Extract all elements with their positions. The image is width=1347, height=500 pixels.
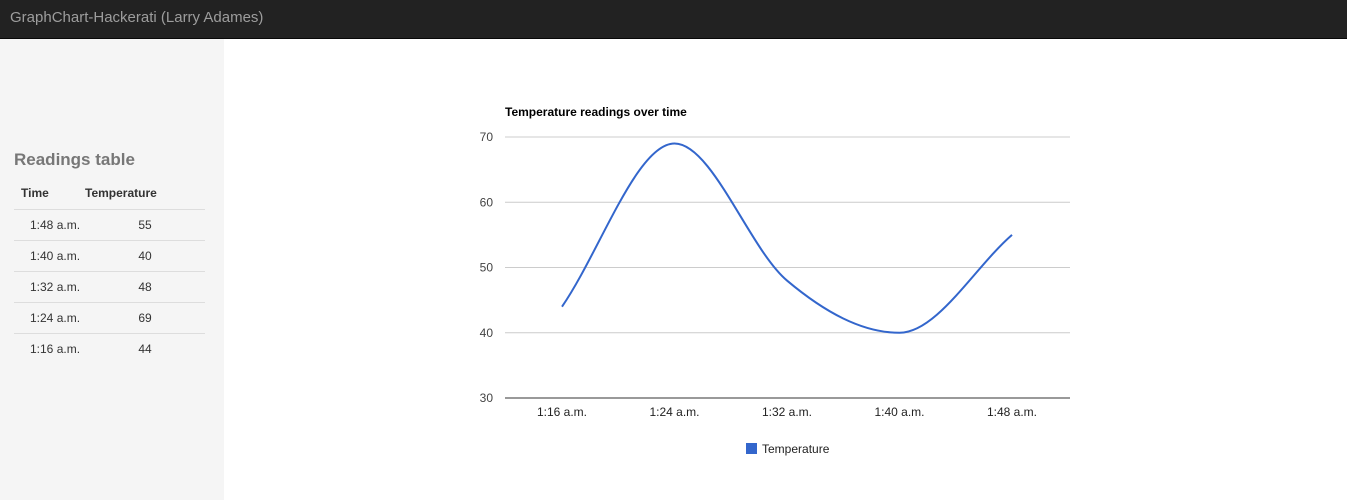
table-header-row: Time Temperature xyxy=(14,178,205,210)
table-row: 1:40 a.m. 40 xyxy=(14,240,205,272)
chart-svg: Temperature readings over time 30 40 50 60 70… xyxy=(480,105,1070,456)
y-tick-label: 60 xyxy=(480,195,494,209)
table-row: 1:48 a.m. 55 xyxy=(14,209,205,241)
table-row: 1:16 a.m. 44 xyxy=(14,333,205,364)
temperature-cell: 48 xyxy=(85,271,205,303)
time-cell: 1:48 a.m. xyxy=(14,209,85,241)
legend-swatch xyxy=(746,443,757,454)
time-column-header: Time xyxy=(14,178,85,210)
temperature-chart: Temperature readings over time 30 40 50 60 70… xyxy=(430,90,1150,480)
time-cell: 1:16 a.m. xyxy=(30,341,81,356)
table-row: 1:32 a.m. 48 xyxy=(14,271,205,303)
x-tick-label: 1:32 a.m. xyxy=(762,405,812,419)
temperature-cell: 55 xyxy=(85,209,205,241)
time-cell: 1:32 a.m. xyxy=(14,271,85,303)
x-tick-label: 1:16 a.m. xyxy=(537,405,587,419)
readings-table-title: Readings table xyxy=(14,150,135,169)
temperature-cell: 44 xyxy=(138,341,152,356)
temperature-cell: 40 xyxy=(85,240,205,272)
navbar-brand[interactable]: GraphChart-Hackerati (Larry Adames) xyxy=(10,9,264,26)
legend-label: Temperature xyxy=(762,442,830,456)
x-tick-label: 1:40 a.m. xyxy=(874,405,924,419)
time-cell: 1:24 a.m. xyxy=(14,302,85,334)
x-tick-label: 1:48 a.m. xyxy=(987,405,1037,419)
temperature-column-header: Temperature xyxy=(85,178,205,210)
y-tick-label: 40 xyxy=(480,326,494,340)
x-tick-label: 1:24 a.m. xyxy=(649,405,699,419)
chart-title: Temperature readings over time xyxy=(505,105,687,119)
series-line-temperature xyxy=(561,142,1013,334)
y-tick-label: 50 xyxy=(480,261,494,275)
table-row: 1:24 a.m. 69 xyxy=(14,302,205,334)
y-tick-label: 70 xyxy=(480,130,494,144)
time-cell: 1:40 a.m. xyxy=(14,240,85,272)
temperature-cell: 69 xyxy=(85,302,205,334)
navbar: GraphChart-Hackerati (Larry Adames) xyxy=(0,0,1347,39)
sidebar: Readings table Time Temperature 1:48 a.m… xyxy=(0,39,224,500)
y-tick-label: 30 xyxy=(480,391,494,405)
readings-table: Time Temperature 1:48 a.m. 55 1:40 a.m. … xyxy=(14,178,205,364)
